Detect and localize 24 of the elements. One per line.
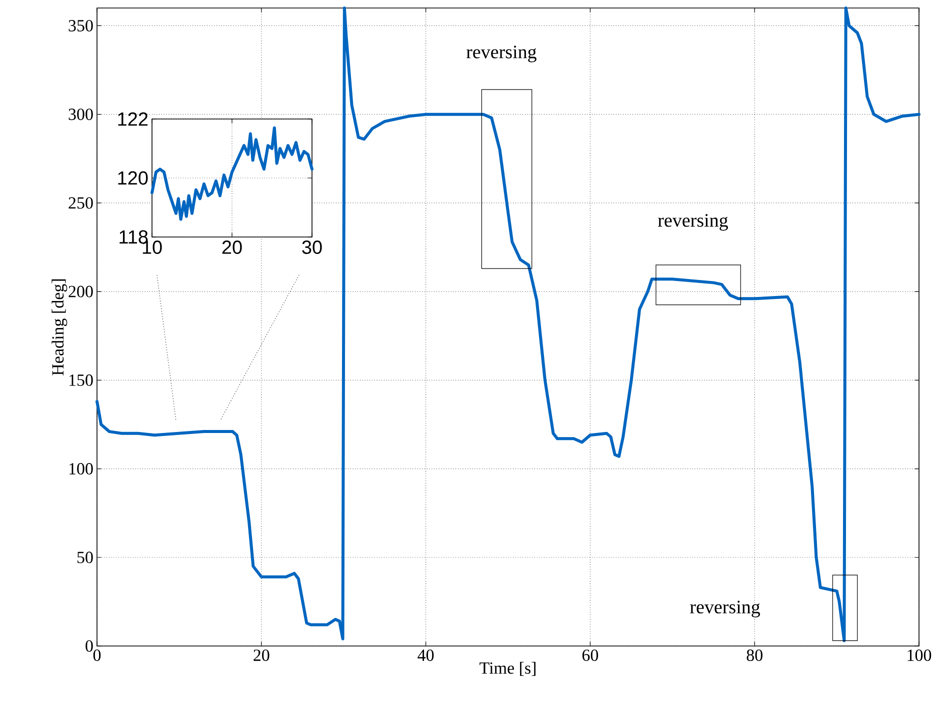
y-tick-label: 200 xyxy=(68,286,93,298)
annotation: reversing xyxy=(690,600,760,618)
x-tick-label: 100 xyxy=(908,650,932,661)
x-tick-label: 40 xyxy=(418,650,434,661)
x-tick-label: 20 xyxy=(222,240,242,254)
y-tick-label: 350 xyxy=(68,20,93,32)
line-series xyxy=(150,126,314,221)
x-axis-title: Time [s] xyxy=(480,662,536,676)
y-axis-title: Heading [deg] xyxy=(52,279,68,376)
x-tick-label: 30 xyxy=(302,240,322,254)
y-tick-label: 120 xyxy=(118,171,148,185)
annotation: reversing xyxy=(658,214,728,231)
y-tick-label: 250 xyxy=(68,197,93,209)
y-tick-label: 122 xyxy=(118,112,148,126)
y-tick-label: 150 xyxy=(69,374,93,386)
x-tick-label: 20 xyxy=(254,650,270,661)
annotation: reversing xyxy=(466,46,536,62)
x-tick-label: 60 xyxy=(582,650,598,661)
y-tick-label: 100 xyxy=(69,463,93,475)
y-tick-label: 0 xyxy=(86,640,93,652)
x-tick-label: 80 xyxy=(746,650,762,661)
x-tick-label: 0 xyxy=(93,650,101,661)
y-tick-label: 50 xyxy=(77,552,93,564)
y-tick-label: 300 xyxy=(68,108,93,120)
